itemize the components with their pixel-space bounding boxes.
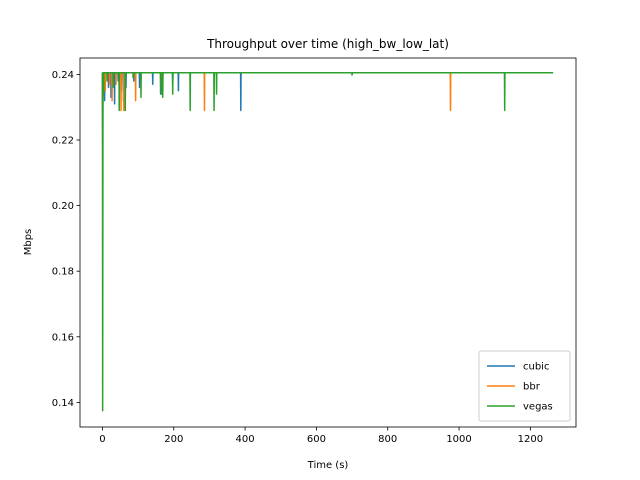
series-layer (101, 72, 554, 412)
x-axis-ticks: 0 200 400 600 800 1000 1200 (99, 427, 543, 445)
y-tick-label: 0.14 (52, 398, 74, 409)
y-tick-label: 0.16 (52, 332, 74, 343)
y-axis-label: Mbps (23, 229, 34, 256)
y-tick-label: 0.24 (52, 70, 74, 81)
x-tick-label: 1200 (518, 434, 543, 445)
x-axis-label: Time (s) (307, 460, 349, 471)
plot-frame (79, 57, 577, 428)
x-tick-label: 800 (378, 434, 397, 445)
series-line-vegas (101, 72, 554, 412)
x-tick-label: 600 (307, 434, 326, 445)
x-tick-label: 0 (99, 434, 105, 445)
y-axis-ticks: 0.14 0.16 0.18 0.20 0.22 0.24 (52, 70, 80, 409)
legend: cubic bbr vegas (478, 350, 571, 422)
x-tick-label: 1000 (446, 434, 471, 445)
legend-label-cubic: cubic (523, 362, 549, 373)
legend-box (478, 350, 571, 422)
y-tick-label: 0.22 (52, 136, 74, 147)
y-tick-label: 0.20 (52, 201, 74, 212)
x-tick-label: 400 (236, 434, 255, 445)
x-tick-label: 200 (164, 434, 183, 445)
y-tick-label: 0.18 (52, 267, 74, 278)
legend-label-bbr: bbr (523, 382, 541, 393)
legend-label-vegas: vegas (523, 402, 553, 413)
chart-title: Throughput over time (high_bw_low_lat) (206, 37, 449, 51)
